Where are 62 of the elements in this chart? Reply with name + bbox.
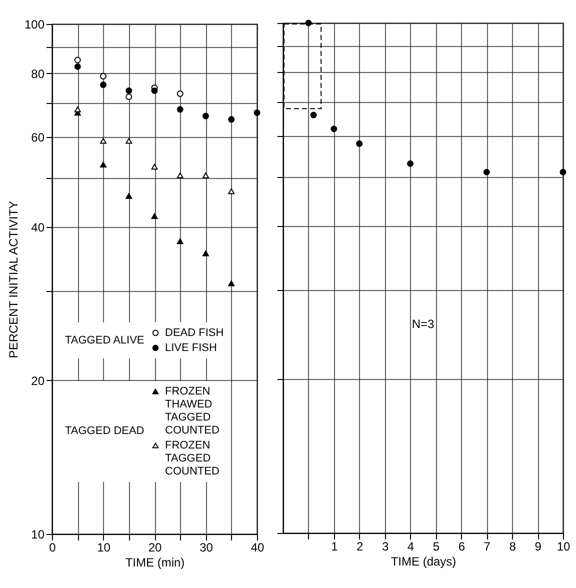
point [100, 162, 106, 168]
point [176, 106, 184, 113]
point [74, 56, 81, 64]
y-tick-label: 60 [31, 130, 45, 145]
x-tick-label: 0 [49, 540, 56, 554]
y-tick-label: 10 [31, 528, 45, 542]
point [151, 87, 158, 94]
x-tick-label: 20 [148, 540, 162, 554]
point [126, 138, 132, 144]
y-tick-label: 20 [31, 374, 45, 388]
x-tick-label: 6 [458, 540, 466, 554]
point [228, 116, 235, 123]
legend-label: LIVE FISH [165, 342, 218, 354]
point [176, 238, 184, 244]
point [100, 82, 106, 88]
point [74, 106, 81, 112]
legend-label: FROZEN THAWED TAGGED COUNTED [165, 386, 220, 436]
point [74, 63, 81, 70]
x-tick-label: 4 [407, 540, 414, 554]
annotation: TAGGED DEAD [65, 425, 144, 437]
x-tick-label: 10 [556, 540, 570, 554]
point [126, 193, 132, 199]
point [254, 109, 260, 116]
point [560, 168, 566, 176]
point [100, 138, 106, 144]
annotation: TAGGED ALIVE [65, 334, 144, 346]
annotation: N=3 [412, 316, 434, 331]
x-tick-label: 30 [200, 540, 214, 554]
point [202, 112, 209, 120]
point [126, 87, 132, 94]
point [202, 250, 209, 256]
legend-label: DEAD FISH [165, 326, 224, 339]
y-tick-label: 100 [24, 18, 45, 32]
point [356, 140, 363, 147]
x-tick-label: 5 [432, 540, 440, 554]
x-axis-title: TIME (days) [390, 554, 456, 568]
point [126, 94, 132, 100]
point [228, 280, 235, 286]
point [228, 188, 235, 194]
y-axis-title: PERCENT INITIAL ACTIVITY [6, 200, 20, 358]
x-tick-label: 1 [331, 540, 338, 554]
point [151, 164, 158, 170]
x-axis-title: TIME (min) [125, 556, 185, 570]
x-tick-label: 2 [356, 540, 364, 554]
point [310, 112, 317, 118]
point [151, 213, 158, 220]
x-tick-label: 8 [509, 540, 516, 554]
y-tick-label: 40 [31, 220, 45, 234]
point [100, 72, 106, 80]
point [202, 172, 209, 178]
y-tick-label: 80 [31, 66, 45, 81]
point [176, 90, 184, 97]
x-tick-label: 9 [534, 540, 542, 554]
x-tick-label: 10 [97, 540, 111, 554]
point [407, 160, 414, 167]
point [176, 172, 184, 178]
point [483, 168, 490, 176]
legend-label: FROZEN TAGGED COUNTED [165, 440, 220, 478]
x-tick-label: 40 [250, 540, 264, 554]
x-tick-label: 7 [484, 540, 491, 554]
point [330, 126, 338, 132]
x-tick-label: 3 [382, 540, 389, 554]
